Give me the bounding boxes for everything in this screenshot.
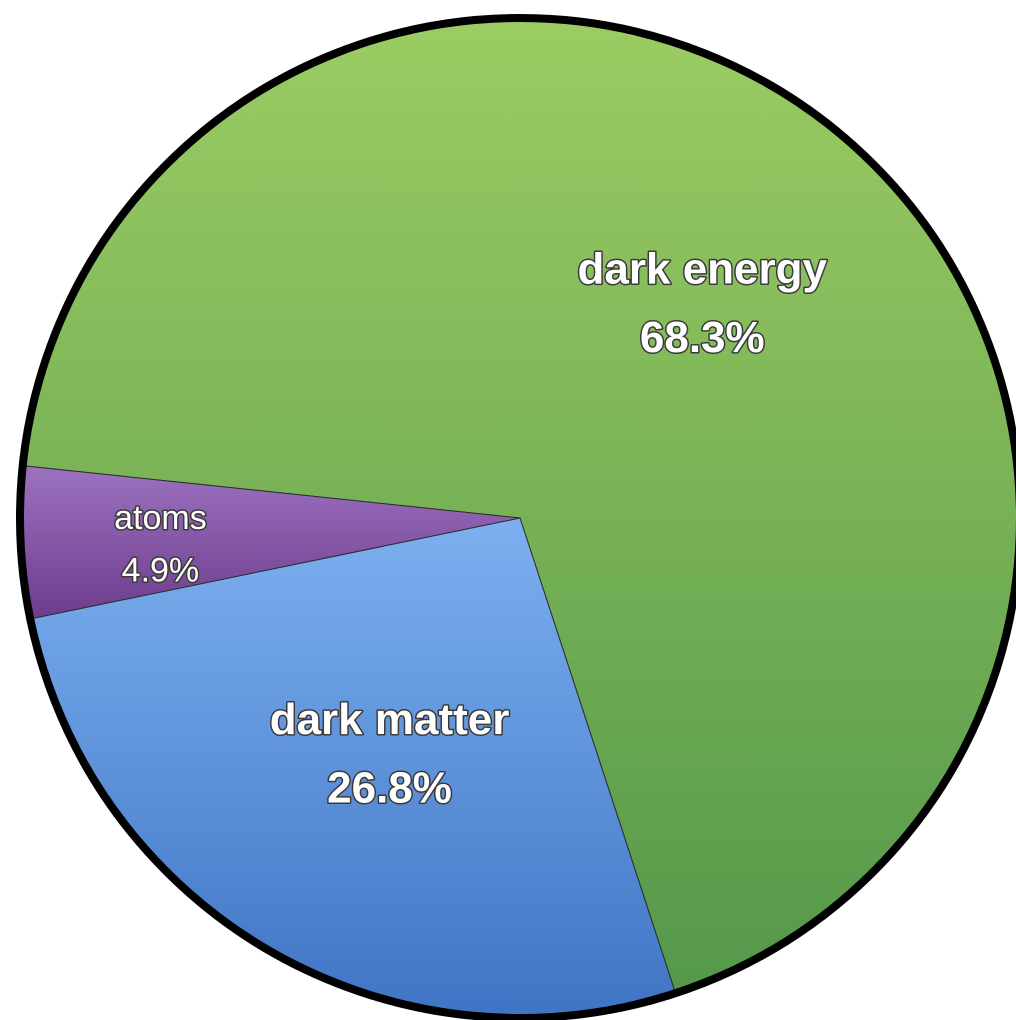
slice-value-dark-matter: 26.8% [327, 763, 452, 812]
pie-outline [16, 14, 1016, 1020]
slice-label-dark-matter: dark matter [270, 695, 510, 744]
pie-slices [19, 17, 1016, 1019]
slice-value-atoms: 4.9% [122, 552, 200, 590]
pie-labels: dark energy 68.3% dark matter 26.8% atoms 4.9… [113, 243, 829, 814]
slice-value-dark-energy: 68.3% [640, 313, 765, 362]
slice-label-atoms: atoms [114, 499, 207, 537]
slice-label-dark-energy: dark energy [578, 245, 828, 294]
